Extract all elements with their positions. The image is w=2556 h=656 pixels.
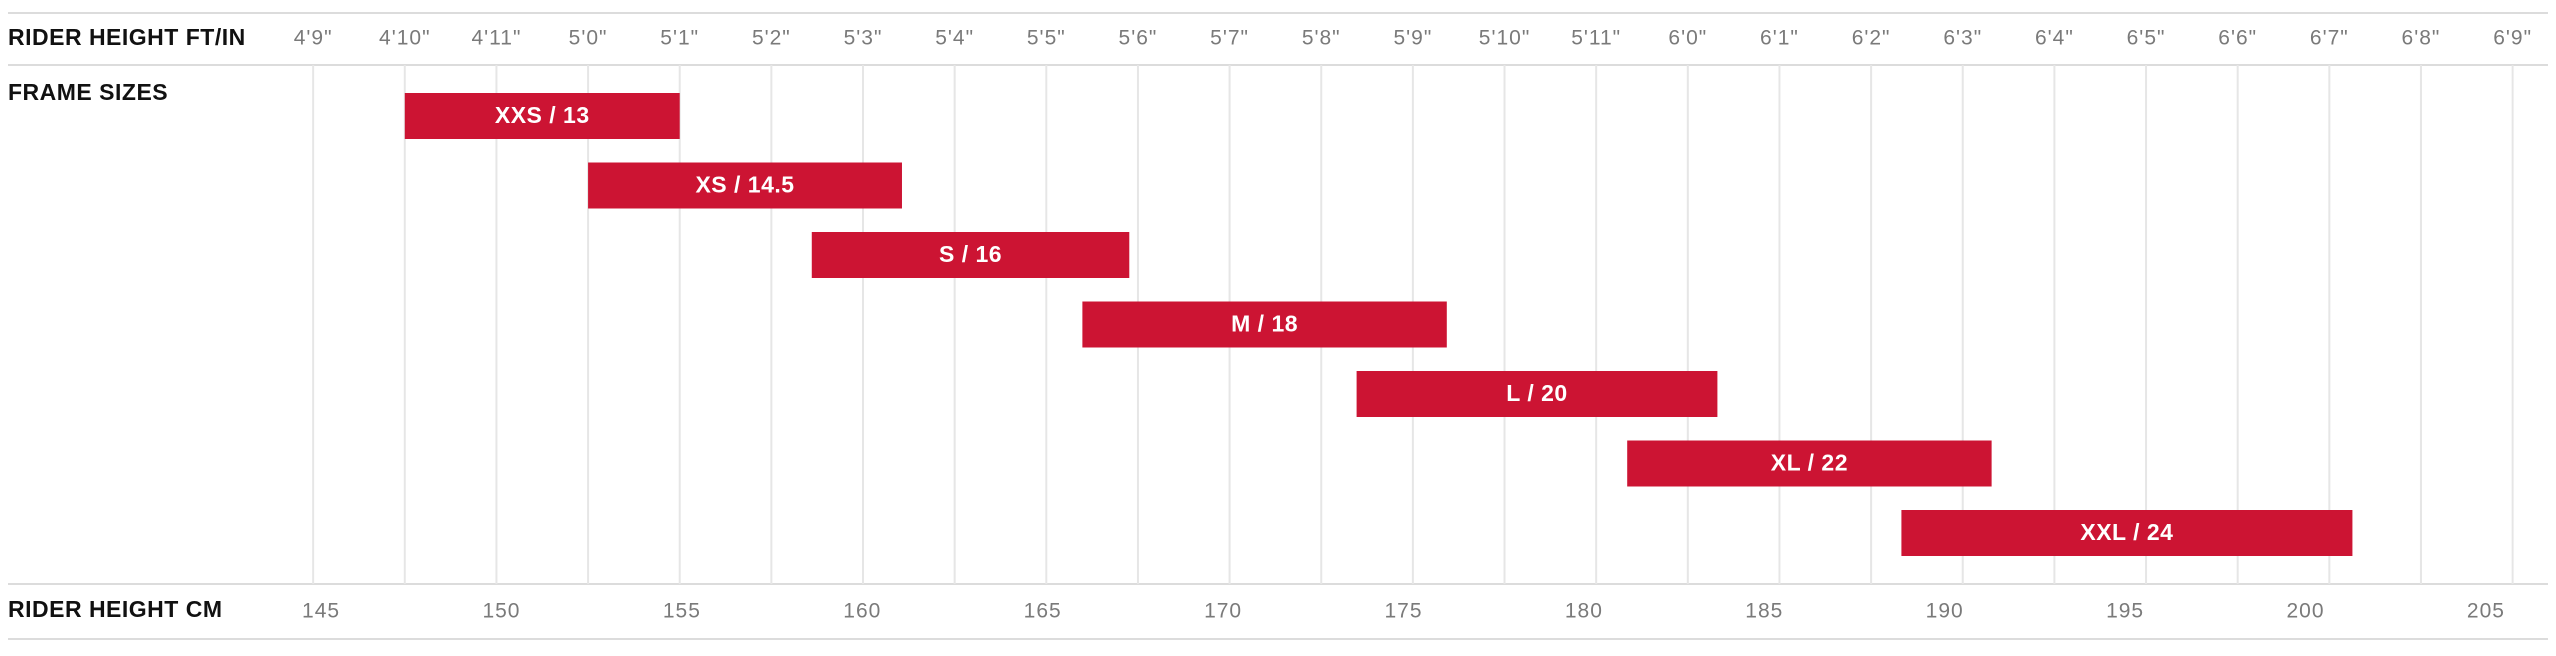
top-tick-label: 6'6" xyxy=(2218,27,2257,50)
bar xyxy=(404,93,680,139)
top-tick-label: 6'1" xyxy=(1760,27,1799,50)
bottom-tick-label: 155 xyxy=(663,600,701,623)
bottom-tick-label: 205 xyxy=(2467,600,2505,623)
top-tick-label: 4'9" xyxy=(294,27,333,50)
top-tick-label: 5'8" xyxy=(1302,27,1341,50)
top-tick-label: 6'8" xyxy=(2402,27,2441,50)
bottom-tick-label: 165 xyxy=(1024,600,1062,623)
bar-label: S / 16 xyxy=(939,241,1002,267)
top-tick-label: 6'0" xyxy=(1668,27,1707,50)
top-tick-label: 5'5" xyxy=(1027,27,1066,50)
top-tick-label: 4'11" xyxy=(471,27,521,50)
top-tick-label: 6'2" xyxy=(1852,27,1891,50)
top-axis-label: RIDER HEIGHT FT/IN xyxy=(8,24,246,50)
bar xyxy=(811,232,1130,278)
bottom-axis-label: RIDER HEIGHT CM xyxy=(8,596,223,622)
bottom-tick-label: 190 xyxy=(1926,600,1964,623)
top-tick-label: 6'5" xyxy=(2127,27,2166,50)
bar-label: XXL / 24 xyxy=(2080,519,2173,545)
bar-label: XL / 22 xyxy=(1771,450,1848,476)
bottom-tick-label: 160 xyxy=(843,600,881,623)
bar-label: L / 20 xyxy=(1506,380,1567,406)
top-tick-label: 5'0" xyxy=(569,27,608,50)
top-tick-label: 4'10" xyxy=(379,27,431,50)
bar-label: M / 18 xyxy=(1231,311,1298,337)
bar xyxy=(1356,371,1718,417)
bottom-tick-label: 145 xyxy=(302,600,340,623)
bar xyxy=(1082,301,1447,348)
top-tick-label: 5'7" xyxy=(1210,27,1249,50)
top-tick-label: 6'9" xyxy=(2493,27,2532,50)
bottom-tick-label: 175 xyxy=(1384,600,1422,623)
top-tick-label: 5'11" xyxy=(1571,27,1621,50)
bar xyxy=(588,162,902,209)
bar-label: XXS / 13 xyxy=(495,102,590,128)
top-tick-label: 5'9" xyxy=(1393,27,1432,50)
top-tick-label: 5'10" xyxy=(1479,27,1531,50)
bottom-tick-label: 180 xyxy=(1565,600,1603,623)
top-tick-label: 5'3" xyxy=(844,27,883,50)
bottom-tick-label: 185 xyxy=(1745,600,1783,623)
top-tick-label: 5'2" xyxy=(752,27,791,50)
bottom-tick-label: 150 xyxy=(482,600,520,623)
top-tick-label: 6'4" xyxy=(2035,27,2074,50)
bottom-tick-label: 195 xyxy=(2106,600,2144,623)
top-tick-label: 5'1" xyxy=(660,27,699,50)
top-tick-label: 6'7" xyxy=(2310,27,2349,50)
bottom-tick-label: 200 xyxy=(2286,600,2324,623)
bottom-tick-label: 170 xyxy=(1204,600,1242,623)
row-label: FRAME SIZES xyxy=(8,79,168,105)
top-tick-label: 5'6" xyxy=(1119,27,1158,50)
bar xyxy=(1627,440,1992,487)
top-tick-label: 6'3" xyxy=(1943,27,1982,50)
bar-label: XS / 14.5 xyxy=(695,172,794,198)
top-tick-label: 5'4" xyxy=(935,27,974,50)
bar xyxy=(1901,510,2353,556)
